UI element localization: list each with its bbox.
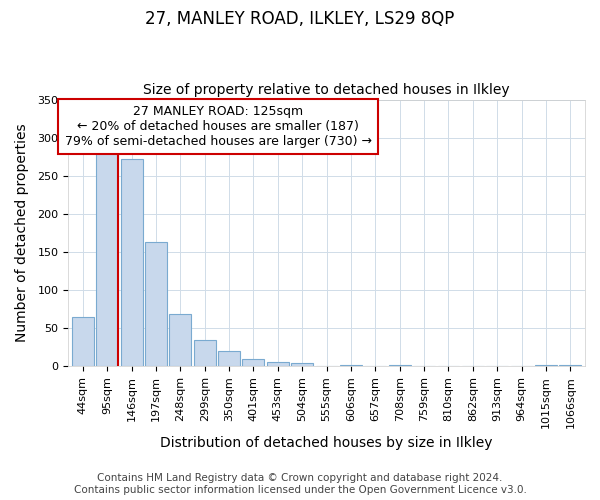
Bar [242, 358, 265, 366]
Bar [559, 364, 581, 366]
Bar [121, 159, 143, 366]
Text: 27 MANLEY ROAD: 125sqm
← 20% of detached houses are smaller (187)
79% of semi-de: 27 MANLEY ROAD: 125sqm ← 20% of detached… [65, 105, 371, 148]
Bar [194, 340, 215, 366]
Bar [218, 351, 240, 366]
Bar [96, 152, 118, 366]
Bar [72, 316, 94, 366]
Bar [291, 363, 313, 366]
Bar [267, 362, 289, 366]
Title: Size of property relative to detached houses in Ilkley: Size of property relative to detached ho… [143, 83, 510, 97]
X-axis label: Distribution of detached houses by size in Ilkley: Distribution of detached houses by size … [160, 436, 493, 450]
Bar [169, 314, 191, 366]
Bar [145, 242, 167, 366]
Text: 27, MANLEY ROAD, ILKLEY, LS29 8QP: 27, MANLEY ROAD, ILKLEY, LS29 8QP [145, 10, 455, 28]
Text: Contains HM Land Registry data © Crown copyright and database right 2024.
Contai: Contains HM Land Registry data © Crown c… [74, 474, 526, 495]
Y-axis label: Number of detached properties: Number of detached properties [15, 124, 29, 342]
